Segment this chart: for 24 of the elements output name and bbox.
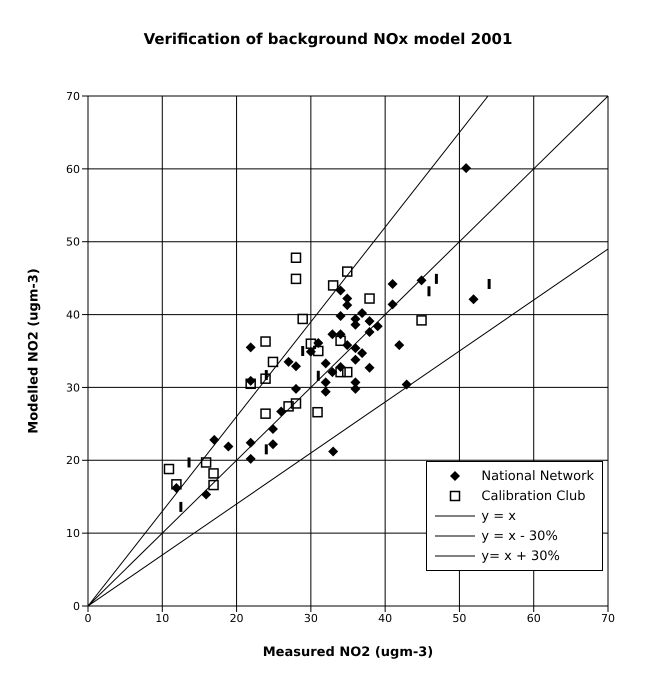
x-tick-label: 20 — [230, 612, 244, 625]
x-tick-label: 30 — [304, 612, 318, 625]
x-tick-label: 40 — [378, 612, 392, 625]
y-tick-label: 20 — [66, 454, 80, 468]
x-axis-title: Measured NO2 (ugm-3) — [262, 645, 434, 660]
y-tick-label: 0 — [73, 600, 80, 613]
x-tick-label: 60 — [526, 612, 541, 625]
x-tick-label: 50 — [452, 612, 466, 625]
legend-label: Calibration Club — [481, 488, 586, 504]
legend-label: y = x — [481, 508, 516, 524]
y-tick-label: 70 — [66, 90, 80, 103]
legend-label: y = x - 30% — [481, 528, 558, 544]
legend-label: National Network — [481, 468, 594, 484]
y-tick-label: 50 — [66, 236, 80, 249]
chart-title: Verification of background NOx model 2001 — [142, 29, 514, 50]
y-tick-label: 10 — [66, 527, 80, 540]
x-tick-label: 10 — [155, 612, 170, 625]
y-axis-title: Modelled NO2 (ugm-3) — [26, 268, 42, 434]
y-tick-label: 40 — [66, 308, 80, 322]
x-tick-label: 70 — [601, 612, 615, 625]
y-tick-label: 60 — [66, 162, 80, 176]
y-tick-label: 30 — [66, 381, 80, 394]
legend-label: y= x + 30% — [481, 548, 560, 564]
x-tick-label: 0 — [84, 612, 92, 625]
